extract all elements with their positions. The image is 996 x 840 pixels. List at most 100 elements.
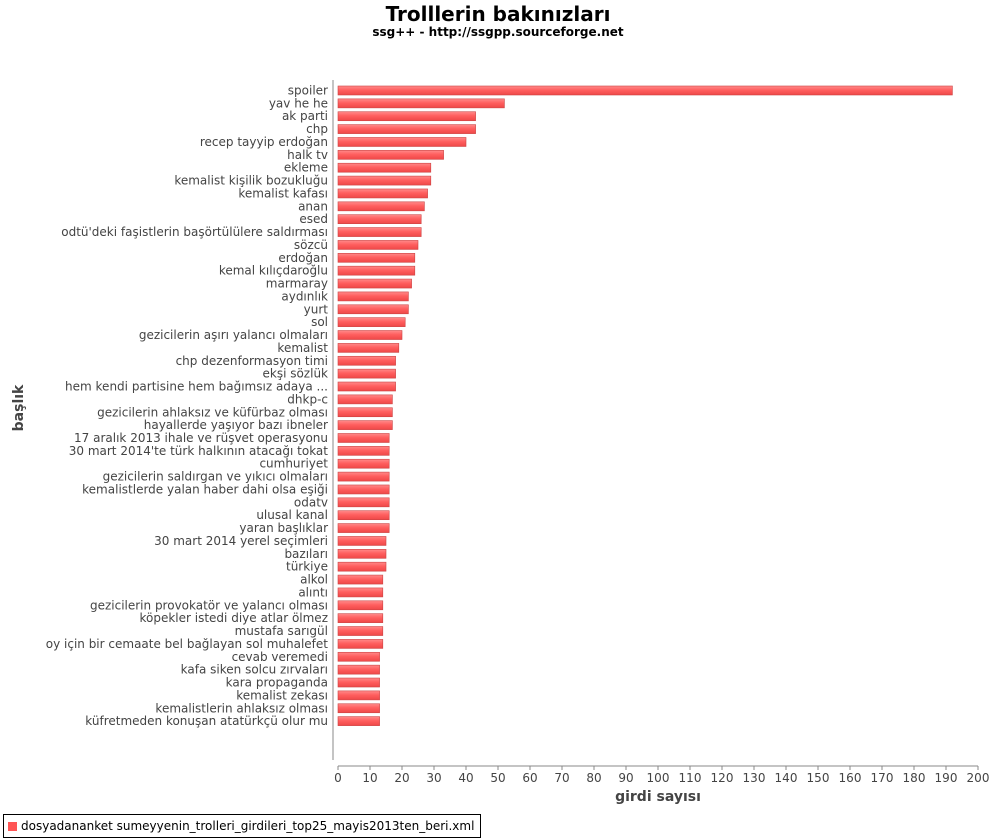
bar [337,124,476,134]
bar [337,265,416,276]
bar [337,304,409,315]
category-label: ekşi sözlük [262,367,328,381]
y-axis-title: başlık [11,384,27,431]
bar [337,510,390,521]
category-label: 30 mart 2014'te türk halkının atacağı to… [69,444,329,458]
bar [337,85,953,96]
bar [337,561,387,572]
x-tick-label: 160 [839,771,862,785]
bar [337,484,390,495]
bar [337,111,476,122]
category-label: kemal kılıçdaroğlu [219,264,328,278]
category-label: sol [311,315,328,329]
category-label: erdoğan [278,251,328,265]
category-label: dhkp-c [287,392,328,406]
x-tick-label: 20 [394,771,409,785]
x-tick-label: 10 [362,771,377,785]
bar [337,201,425,212]
x-tick-label: 140 [775,771,798,785]
x-tick-label: 170 [871,771,894,785]
bar [337,278,412,289]
bar [337,150,444,160]
category-label: recep tayyip erdoğan [200,135,328,149]
category-label: chp dezenformasyon timi [176,354,328,368]
x-axis-title: girdi sayısı [615,789,701,805]
x-tick-label: 50 [490,771,505,785]
category-label: köpekler istedi diye atlar ölmez [139,611,328,625]
bar [337,355,396,366]
category-label: odtü'deki faşistlerin başörtülülere sald… [61,225,328,239]
bar [337,626,384,636]
category-label: türkiye [286,560,328,574]
category-label: gezicilerin ahlaksız ve küfürbaz olması [97,405,328,419]
x-tick-label: 40 [458,771,473,785]
category-label: kemalist kafası [238,186,328,200]
bar [337,381,396,392]
category-label: halk tv [287,148,328,162]
category-label: kafa siken solcu zırvaları [181,663,328,677]
category-label: yav he he [269,96,328,110]
x-tick-label: 60 [522,771,537,785]
category-label: ekleme [284,161,328,175]
x-tick-label: 110 [679,771,702,785]
x-tick-label: 130 [743,771,766,785]
x-tick-label: 30 [426,771,441,785]
category-label: kemalist [277,341,328,355]
bar [337,227,422,237]
bar [337,137,467,147]
category-label: yaran başlıklar [239,521,328,535]
chart-subtitle: ssg++ - http://ssgpp.sourceforge.net [372,25,624,39]
category-label: gezicilerin aşırı yalancı olmaları [139,328,328,342]
x-tick-label: 180 [903,771,926,785]
bar [337,587,384,598]
legend: dosyadananket sumeyyenin_trolleri_girdil… [3,814,482,838]
bar [337,690,380,701]
category-label: gezicilerin saldırgan ve yıkıcı olmaları [103,470,328,484]
bar [337,253,416,263]
x-tick-label: 200 [967,771,990,785]
x-tick-label: 80 [586,771,601,785]
chart-title: Trolllerin bakınızları [385,2,611,26]
x-tick-label: 70 [554,771,569,785]
bar [337,240,419,250]
category-label: chp [306,122,328,136]
bar [337,98,505,109]
bar [337,613,384,623]
bar [337,523,390,533]
category-label: cevab veremedi [232,650,328,664]
bar [337,175,432,186]
category-label: küfretmeden konuşan atatürkçü olur mu [85,714,328,728]
bar [337,394,393,405]
category-label: oy için bir cemaate bel bağlayan sol muh… [46,637,329,651]
bar [337,458,390,469]
category-label: anan [298,199,328,213]
bar [337,162,432,173]
category-label: sözcü [294,238,328,252]
bar [337,433,390,443]
x-tick-label: 100 [647,771,670,785]
bar [337,291,409,302]
category-label: cumhuriyet [259,457,328,471]
bar [337,574,384,585]
category-label: alkol [300,573,328,587]
bar [337,703,380,714]
bar [337,651,380,662]
category-label: kemalistlerin ahlaksız olması [155,701,328,715]
bar [337,420,393,430]
category-label: 17 aralık 2013 ihale ve rüşvet operasyon… [74,431,328,445]
category-label: hem kendi partisine hem bağımsız adaya .… [65,380,328,394]
legend-swatch [8,821,17,831]
legend-label: dosyadananket sumeyyenin_trolleri_girdil… [21,819,475,833]
category-label: alıntı [298,585,328,599]
bar [337,549,387,559]
category-label: ulusal kanal [256,508,328,522]
category-label: hayallerde yaşıyor bazı ibneler [144,418,328,432]
category-label: spoiler [288,84,328,98]
bar [337,407,393,418]
x-tick-label: 90 [618,771,633,785]
bar [337,368,396,379]
category-label: marmaray [266,277,328,291]
bar [337,639,384,649]
category-label: mustafa sarıgül [235,624,328,638]
